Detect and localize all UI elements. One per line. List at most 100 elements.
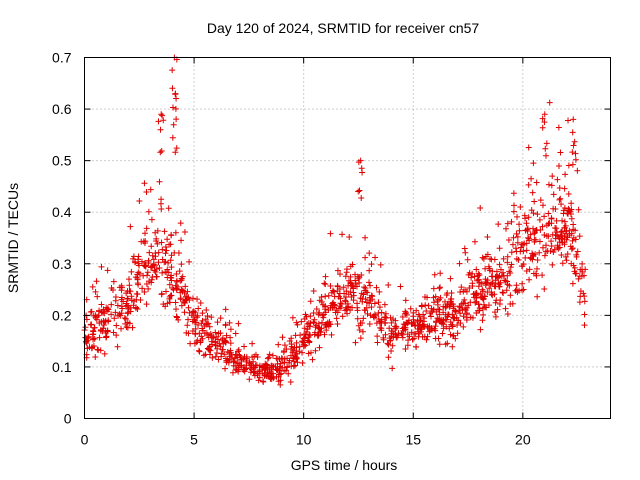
data-point bbox=[381, 313, 388, 320]
data-point bbox=[572, 156, 579, 163]
y-tick-label: 0.6 bbox=[52, 101, 72, 117]
data-point bbox=[522, 215, 529, 222]
x-tick-label: 0 bbox=[81, 432, 89, 448]
data-point bbox=[212, 353, 219, 360]
data-point bbox=[512, 287, 519, 294]
data-point bbox=[339, 313, 346, 320]
data-point bbox=[329, 304, 336, 311]
data-point bbox=[513, 255, 520, 262]
axis-ticks: 0 0.1 0.2 0.3 0.4 0.5 0.6 0.7 0 5 10 15 20 bbox=[52, 50, 611, 448]
data-point bbox=[171, 249, 178, 256]
data-point bbox=[359, 169, 366, 176]
data-point bbox=[392, 323, 399, 330]
data-point bbox=[345, 291, 352, 298]
data-point bbox=[152, 262, 159, 269]
data-point bbox=[375, 316, 382, 323]
data-point bbox=[477, 326, 484, 333]
data-point bbox=[342, 273, 349, 280]
data-point bbox=[510, 202, 517, 209]
data-point bbox=[549, 173, 556, 180]
data-point bbox=[482, 265, 489, 272]
data-point bbox=[250, 369, 257, 376]
data-point bbox=[524, 234, 531, 241]
data-point bbox=[504, 281, 511, 288]
data-point bbox=[294, 321, 301, 328]
data-point bbox=[479, 295, 486, 302]
data-point bbox=[508, 249, 515, 256]
data-point bbox=[529, 189, 536, 196]
data-point bbox=[553, 217, 560, 224]
data-point bbox=[546, 99, 553, 106]
data-point bbox=[169, 104, 176, 111]
data-point bbox=[465, 302, 472, 309]
data-point bbox=[470, 291, 477, 298]
data-point bbox=[525, 144, 532, 151]
data-point bbox=[352, 277, 359, 284]
data-point bbox=[559, 235, 566, 242]
data-point bbox=[208, 332, 215, 339]
data-point bbox=[184, 322, 191, 329]
data-point bbox=[212, 339, 219, 346]
data-point bbox=[144, 269, 151, 276]
data-point bbox=[173, 313, 180, 320]
data-point bbox=[322, 273, 329, 280]
data-point bbox=[307, 298, 314, 305]
data-point bbox=[368, 304, 375, 311]
data-point bbox=[200, 352, 207, 359]
data-point bbox=[397, 283, 404, 290]
data-point bbox=[574, 248, 581, 255]
data-point bbox=[494, 306, 501, 313]
data-point bbox=[355, 188, 362, 195]
data-point bbox=[157, 126, 164, 133]
data-point bbox=[460, 313, 467, 320]
data-point bbox=[130, 253, 137, 260]
data-point bbox=[488, 291, 495, 298]
data-point bbox=[406, 333, 413, 340]
data-point bbox=[92, 314, 99, 321]
data-point bbox=[573, 251, 580, 258]
data-point bbox=[460, 288, 467, 295]
data-point bbox=[289, 354, 296, 361]
data-point bbox=[436, 341, 443, 348]
data-point bbox=[219, 337, 226, 344]
data-point bbox=[563, 257, 570, 264]
data-point bbox=[562, 171, 569, 178]
data-point bbox=[172, 91, 179, 98]
data-point bbox=[336, 290, 343, 297]
data-point bbox=[98, 309, 105, 316]
data-point bbox=[136, 270, 143, 277]
data-point bbox=[472, 299, 479, 306]
data-point bbox=[109, 286, 116, 293]
data-point bbox=[362, 234, 369, 241]
data-point bbox=[311, 316, 318, 323]
data-point bbox=[89, 331, 96, 338]
data-point bbox=[402, 308, 409, 315]
data-point bbox=[412, 343, 419, 350]
data-point bbox=[492, 277, 499, 284]
data-point bbox=[135, 281, 142, 288]
x-tick-label: 10 bbox=[296, 432, 312, 448]
data-point bbox=[496, 245, 503, 252]
data-point bbox=[204, 320, 211, 327]
data-point bbox=[338, 300, 345, 307]
data-point bbox=[423, 336, 430, 343]
data-point bbox=[548, 215, 555, 222]
data-point bbox=[205, 345, 212, 352]
y-tick-label: 0.7 bbox=[52, 50, 72, 66]
data-point bbox=[505, 237, 512, 244]
data-point bbox=[554, 244, 561, 251]
data-point bbox=[366, 267, 373, 274]
data-point bbox=[200, 327, 207, 334]
data-point bbox=[334, 267, 341, 274]
data-point bbox=[264, 355, 271, 362]
data-point bbox=[569, 161, 576, 168]
data-point bbox=[541, 252, 548, 259]
data-point bbox=[98, 263, 105, 270]
data-point bbox=[173, 116, 180, 123]
data-point bbox=[541, 119, 548, 126]
data-point bbox=[182, 283, 189, 290]
data-point bbox=[306, 339, 313, 346]
data-point bbox=[507, 264, 514, 271]
data-point bbox=[568, 230, 575, 237]
data-point bbox=[103, 333, 110, 340]
